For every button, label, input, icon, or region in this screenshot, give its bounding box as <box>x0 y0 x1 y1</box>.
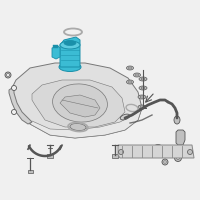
Polygon shape <box>9 88 32 124</box>
Polygon shape <box>12 63 142 138</box>
Ellipse shape <box>70 123 86 131</box>
Ellipse shape <box>138 95 146 99</box>
Ellipse shape <box>136 74 138 76</box>
Ellipse shape <box>128 67 132 69</box>
Circle shape <box>177 157 179 159</box>
Circle shape <box>118 150 124 154</box>
Circle shape <box>12 110 16 114</box>
Ellipse shape <box>60 41 80 49</box>
Ellipse shape <box>139 77 147 81</box>
Ellipse shape <box>140 96 144 98</box>
Circle shape <box>153 144 164 156</box>
Bar <box>47 154 53 158</box>
Ellipse shape <box>128 81 132 83</box>
Polygon shape <box>60 37 80 67</box>
Ellipse shape <box>127 80 134 84</box>
Polygon shape <box>118 145 194 158</box>
Ellipse shape <box>134 73 140 77</box>
Polygon shape <box>52 46 60 59</box>
Ellipse shape <box>139 86 147 90</box>
Circle shape <box>6 73 10 76</box>
Circle shape <box>162 159 168 165</box>
Circle shape <box>5 72 11 78</box>
Bar <box>112 154 118 158</box>
Circle shape <box>188 150 192 154</box>
Circle shape <box>12 86 16 90</box>
Ellipse shape <box>53 84 107 122</box>
Polygon shape <box>30 108 142 138</box>
Circle shape <box>168 150 172 154</box>
Ellipse shape <box>141 78 145 80</box>
Bar <box>53 45 58 48</box>
Circle shape <box>156 148 160 152</box>
Ellipse shape <box>140 106 144 108</box>
Ellipse shape <box>141 87 145 89</box>
Ellipse shape <box>120 114 130 120</box>
Circle shape <box>166 148 174 156</box>
Ellipse shape <box>138 105 146 109</box>
Ellipse shape <box>64 40 76 46</box>
Ellipse shape <box>127 66 134 70</box>
Ellipse shape <box>174 116 180 124</box>
Polygon shape <box>176 130 185 145</box>
Ellipse shape <box>59 62 81 72</box>
Circle shape <box>174 154 182 162</box>
Circle shape <box>164 161 166 163</box>
Polygon shape <box>32 80 125 127</box>
Bar <box>28 170 32 173</box>
Polygon shape <box>60 95 100 117</box>
